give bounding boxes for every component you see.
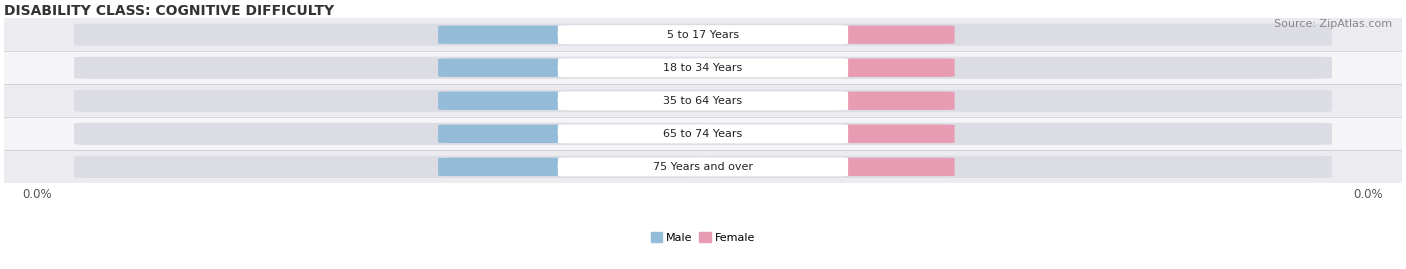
FancyBboxPatch shape xyxy=(704,59,955,77)
Text: 0.0%: 0.0% xyxy=(557,96,583,106)
Bar xyxy=(4,84,1402,117)
Bar xyxy=(4,150,1402,183)
FancyBboxPatch shape xyxy=(704,158,955,176)
Text: 0.0%: 0.0% xyxy=(557,30,583,40)
FancyBboxPatch shape xyxy=(75,156,1331,178)
FancyBboxPatch shape xyxy=(439,26,702,44)
FancyBboxPatch shape xyxy=(558,124,848,143)
FancyBboxPatch shape xyxy=(75,24,1331,46)
FancyBboxPatch shape xyxy=(439,91,702,110)
Text: 18 to 34 Years: 18 to 34 Years xyxy=(664,63,742,73)
Text: 0.0%: 0.0% xyxy=(817,63,842,73)
Bar xyxy=(4,18,1402,51)
FancyBboxPatch shape xyxy=(439,125,702,143)
Text: Source: ZipAtlas.com: Source: ZipAtlas.com xyxy=(1274,19,1392,29)
FancyBboxPatch shape xyxy=(704,125,955,143)
Text: DISABILITY CLASS: COGNITIVE DIFFICULTY: DISABILITY CLASS: COGNITIVE DIFFICULTY xyxy=(4,4,335,18)
Text: 0.0%: 0.0% xyxy=(817,96,842,106)
Text: 0.0%: 0.0% xyxy=(557,162,583,172)
FancyBboxPatch shape xyxy=(704,91,955,110)
Text: 65 to 74 Years: 65 to 74 Years xyxy=(664,129,742,139)
FancyBboxPatch shape xyxy=(75,123,1331,145)
FancyBboxPatch shape xyxy=(439,158,702,176)
Text: 75 Years and over: 75 Years and over xyxy=(652,162,754,172)
Text: 0.0%: 0.0% xyxy=(817,30,842,40)
Text: 0.0%: 0.0% xyxy=(817,162,842,172)
Bar xyxy=(4,51,1402,84)
Text: 0.0%: 0.0% xyxy=(817,129,842,139)
Legend: Male, Female: Male, Female xyxy=(647,228,759,247)
FancyBboxPatch shape xyxy=(439,59,702,77)
Text: 35 to 64 Years: 35 to 64 Years xyxy=(664,96,742,106)
FancyBboxPatch shape xyxy=(75,57,1331,79)
FancyBboxPatch shape xyxy=(558,157,848,176)
FancyBboxPatch shape xyxy=(75,90,1331,112)
FancyBboxPatch shape xyxy=(558,91,848,110)
FancyBboxPatch shape xyxy=(704,26,955,44)
Bar xyxy=(4,117,1402,150)
Text: 0.0%: 0.0% xyxy=(557,63,583,73)
Text: 5 to 17 Years: 5 to 17 Years xyxy=(666,30,740,40)
FancyBboxPatch shape xyxy=(558,25,848,44)
FancyBboxPatch shape xyxy=(558,58,848,77)
Text: 0.0%: 0.0% xyxy=(557,129,583,139)
